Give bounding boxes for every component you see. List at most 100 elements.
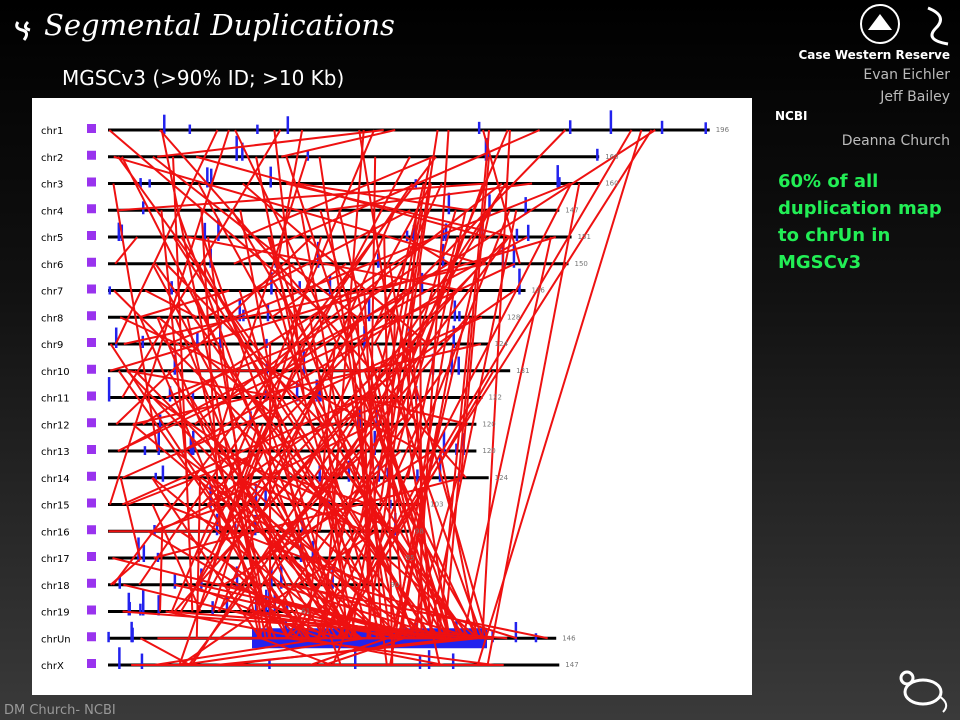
dup-link xyxy=(363,397,371,559)
chromosome-length: 131 xyxy=(516,367,529,375)
dup-link xyxy=(197,183,433,612)
dup-link xyxy=(202,263,392,639)
chromosome-label: chr6 xyxy=(41,260,63,271)
dup-link xyxy=(112,156,437,586)
chromosome-length: 146 xyxy=(562,634,576,642)
dup-link xyxy=(336,370,495,639)
dup-link xyxy=(207,503,289,639)
dup-link xyxy=(217,316,468,613)
chromosome-length: 128 xyxy=(507,313,520,321)
chromosome-length: 124 xyxy=(495,340,509,348)
dup-link xyxy=(276,583,447,640)
dup-link xyxy=(201,129,566,506)
dup-link xyxy=(322,129,365,639)
dup-link xyxy=(195,155,487,238)
chromosome-marker xyxy=(87,578,96,588)
chromosome-label: chr17 xyxy=(41,554,70,565)
dup-link xyxy=(144,289,198,319)
dup-link xyxy=(119,477,141,559)
chromosome-marker xyxy=(87,525,96,535)
chromosome-length: 147 xyxy=(565,206,578,214)
dup-link xyxy=(377,236,528,319)
chromosome-marker xyxy=(87,471,96,481)
dup-link xyxy=(331,209,511,666)
dup-link xyxy=(241,477,284,559)
chromosome-marker xyxy=(87,338,96,347)
dup-link xyxy=(382,638,388,666)
dup-link xyxy=(181,637,366,666)
chromosome-label: chr12 xyxy=(41,420,70,431)
chromosome-label: chr13 xyxy=(41,447,70,458)
dup-link xyxy=(366,183,432,639)
chromosome-label: chr16 xyxy=(41,527,70,538)
dup-link xyxy=(224,637,460,666)
dup-link xyxy=(112,183,159,452)
dup-link xyxy=(188,236,510,666)
chromosome-label: chr3 xyxy=(41,180,63,191)
dup-link xyxy=(186,450,359,639)
chromosome-marker xyxy=(87,391,96,401)
credit-org: NCBI xyxy=(775,109,808,123)
dup-link xyxy=(410,504,460,639)
dup-link xyxy=(363,290,383,639)
chromosome-marker xyxy=(87,231,96,240)
dup-link xyxy=(319,209,451,639)
dup-link xyxy=(114,129,219,345)
chromosome-marker xyxy=(87,605,96,615)
chromosome-length: 120 xyxy=(482,420,495,428)
dup-link xyxy=(167,182,571,345)
chromosome-label: chr19 xyxy=(41,608,70,619)
note: 60% of all duplication map to chrUn in M… xyxy=(778,171,942,273)
logo-icon xyxy=(15,20,31,41)
chromosome-label: chr18 xyxy=(41,581,70,592)
dup-link xyxy=(406,210,467,478)
chromosome-marker xyxy=(87,204,96,214)
dup-link xyxy=(427,210,518,639)
chromosome-label: chr8 xyxy=(41,313,63,324)
chromosome-label: chr5 xyxy=(41,233,63,244)
chromosome-marker xyxy=(87,177,96,187)
dup-link xyxy=(376,343,484,639)
chromosome-label: chrX xyxy=(41,661,64,672)
chromosome-label: chr2 xyxy=(41,153,63,164)
credit-person: Deanna Church xyxy=(841,133,950,149)
dup-link xyxy=(390,210,491,639)
dup-link xyxy=(310,637,388,666)
dup-link xyxy=(173,263,483,613)
chromosome-length: 196 xyxy=(716,126,730,134)
dup-link xyxy=(139,289,230,319)
duplication-map: chr1 196 chr2 160 chr3 160 chr4 147 chr5 151 chr6 1… xyxy=(32,98,752,695)
title: Segmental Duplications xyxy=(44,8,395,42)
chromosome-length: 136 xyxy=(532,287,546,295)
chromosome-label: chr11 xyxy=(41,394,70,405)
dup-link xyxy=(121,156,218,345)
dup-link xyxy=(109,236,557,372)
dup-link xyxy=(299,262,421,345)
dup-link xyxy=(119,316,236,372)
dup-link xyxy=(281,129,396,158)
chromosome-length: 151 xyxy=(578,233,591,241)
dup-link xyxy=(127,396,402,506)
dup-link xyxy=(163,503,375,586)
dup-link xyxy=(273,129,306,398)
chromosome-label: chr9 xyxy=(41,340,63,351)
chromosome-label: chr1 xyxy=(41,126,63,137)
chromosome-label: chrUn xyxy=(41,634,71,645)
dup-link xyxy=(159,531,164,612)
dup-link xyxy=(160,210,189,478)
dup-link xyxy=(151,263,353,639)
chromosome-length: 122 xyxy=(489,394,502,402)
dup-link xyxy=(154,263,423,639)
dup-link xyxy=(187,236,462,292)
dup-link xyxy=(322,423,420,639)
dup-link xyxy=(172,156,194,612)
dup-link xyxy=(324,637,405,666)
dup-link xyxy=(142,236,436,426)
dup-link xyxy=(209,477,311,639)
dup-link xyxy=(201,236,346,639)
chromosome-length: 95 xyxy=(406,554,415,562)
dup-link xyxy=(407,209,457,372)
dup-link xyxy=(122,610,483,640)
dup-link xyxy=(263,450,362,559)
credit-person: Jeff Bailey xyxy=(880,89,950,105)
